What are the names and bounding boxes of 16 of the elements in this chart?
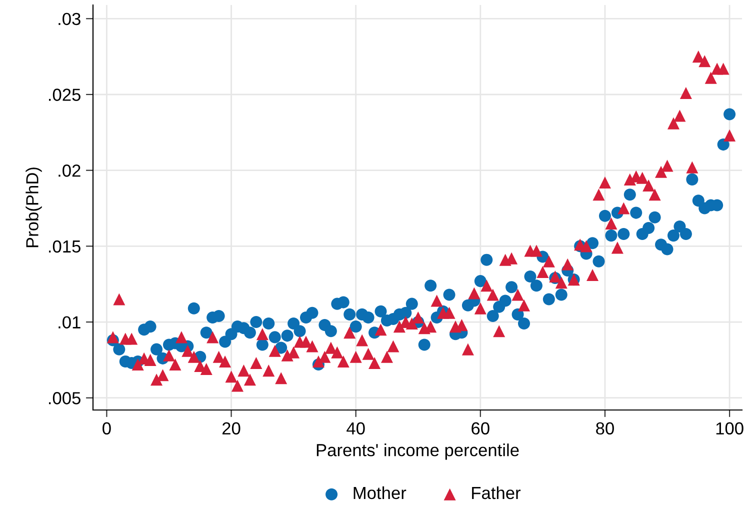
x-tick-label: 20 [222,422,240,435]
y-axis-title: Prob(PhD) [26,168,42,248]
y-tick-label: .015 [48,240,80,253]
y-tick-label: .01 [58,316,80,328]
x-axis-title: Parents' income percentile [316,444,519,460]
legend-label: Mother [354,486,406,500]
x-tick-label: 60 [472,422,490,435]
y-tick-label: .02 [58,164,80,177]
legend-label: Father [472,486,521,500]
x-tick-label: 100 [716,422,744,435]
x-tick-label: 0 [102,422,111,435]
x-tick-label: 80 [596,422,614,435]
y-tick-label: .025 [48,88,80,101]
y-tick-label: .005 [48,392,80,404]
y-tick-label: .03 [58,12,80,26]
x-tick-label: 40 [346,422,365,435]
